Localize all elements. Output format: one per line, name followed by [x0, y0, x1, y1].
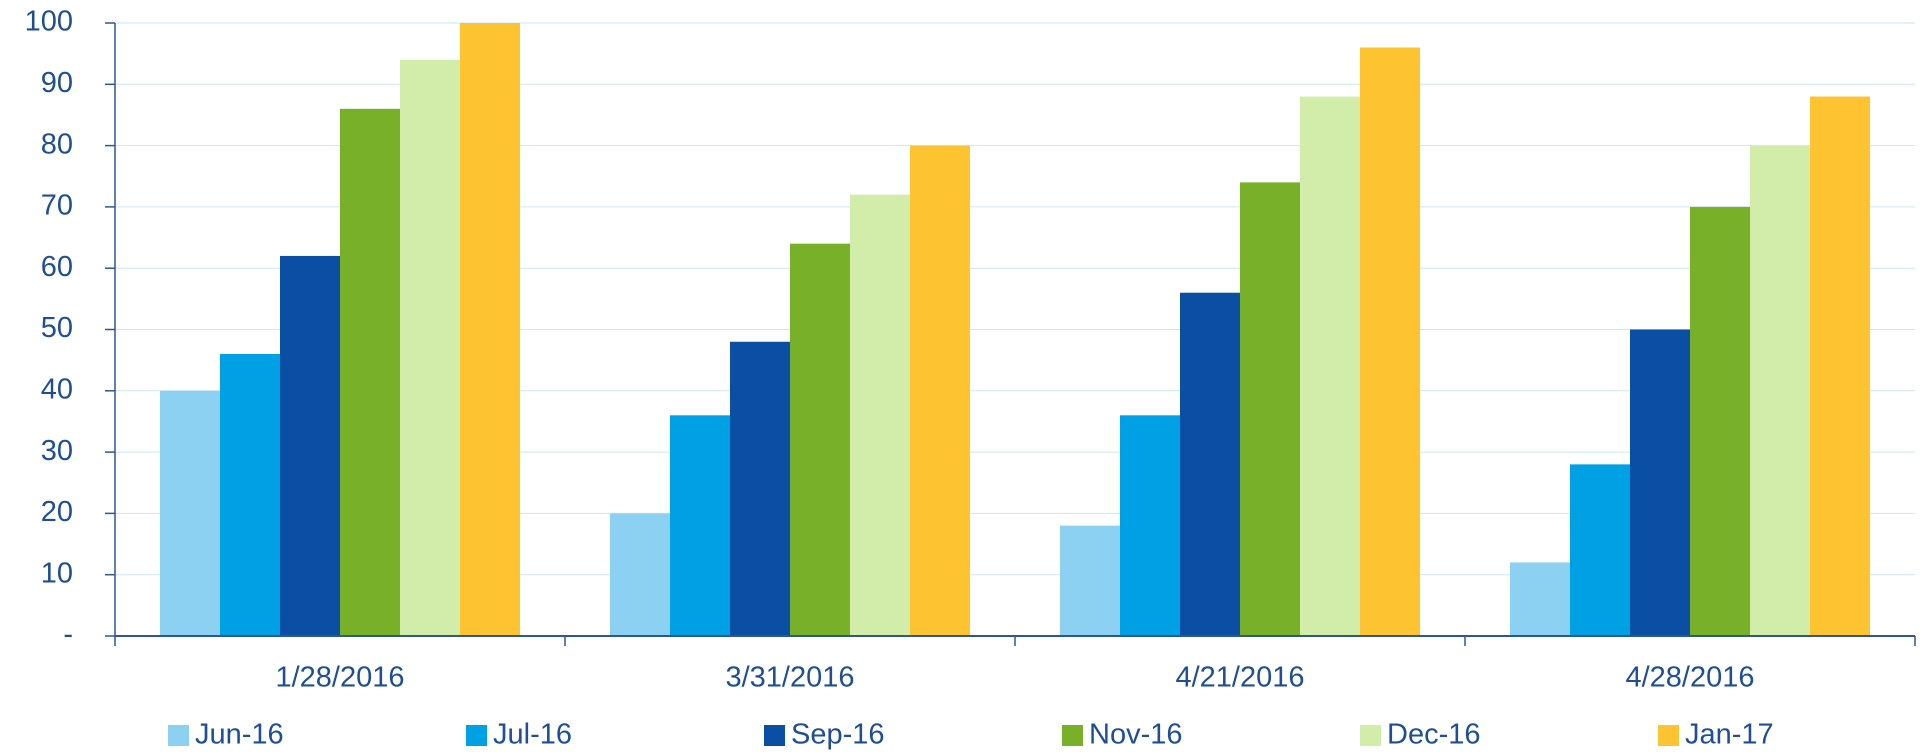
bar — [1300, 96, 1360, 636]
legend-label: Jul-16 — [493, 719, 572, 751]
bar — [1750, 145, 1810, 636]
bar — [280, 255, 340, 636]
bar — [910, 145, 970, 636]
legend-swatch — [466, 725, 487, 746]
bar — [1240, 182, 1300, 636]
bar — [160, 390, 220, 636]
bar — [730, 341, 790, 636]
y-tick-label: 10 — [41, 557, 73, 589]
legend-swatch — [1062, 725, 1083, 746]
y-tick-label: 40 — [41, 373, 73, 405]
y-tick-label: 30 — [41, 435, 73, 467]
legend-label: Jun-16 — [195, 719, 284, 751]
bar — [1630, 329, 1690, 636]
bar — [1690, 206, 1750, 636]
y-tick-label: 100 — [25, 6, 73, 38]
legend-label: Jan-17 — [1685, 719, 1774, 751]
legend-label: Sep-16 — [791, 719, 885, 751]
y-tick-label: 70 — [41, 190, 73, 222]
x-tick-label: 1/28/2016 — [275, 662, 404, 694]
legend-label: Nov-16 — [1089, 719, 1183, 751]
x-tick-label: 4/21/2016 — [1175, 662, 1304, 694]
bar — [1120, 415, 1180, 636]
bar — [1810, 96, 1870, 636]
bar — [610, 513, 670, 636]
y-tick-label: 80 — [41, 128, 73, 160]
legend-swatch — [1360, 725, 1381, 746]
y-tick-label: 20 — [41, 496, 73, 528]
y-tick-label: - — [63, 619, 73, 651]
y-tick-label: 50 — [41, 312, 73, 344]
bar — [670, 415, 730, 636]
bar — [460, 23, 520, 636]
y-tick-label: 90 — [41, 67, 73, 99]
bar — [1570, 464, 1630, 636]
bar — [220, 354, 280, 636]
bar — [1060, 525, 1120, 636]
x-tick-label: 3/31/2016 — [725, 662, 854, 694]
legend-label: Dec-16 — [1387, 719, 1481, 751]
x-tick-label: 4/28/2016 — [1625, 662, 1754, 694]
legend-swatch — [764, 725, 785, 746]
bar — [1360, 47, 1420, 636]
bar — [400, 59, 460, 636]
legend-swatch — [1658, 725, 1679, 746]
bar — [1510, 562, 1570, 636]
bar — [1180, 292, 1240, 636]
bar — [790, 243, 850, 636]
y-tick-label: 60 — [41, 251, 73, 283]
bar — [340, 108, 400, 636]
legend-swatch — [168, 725, 189, 746]
bar — [850, 194, 910, 636]
